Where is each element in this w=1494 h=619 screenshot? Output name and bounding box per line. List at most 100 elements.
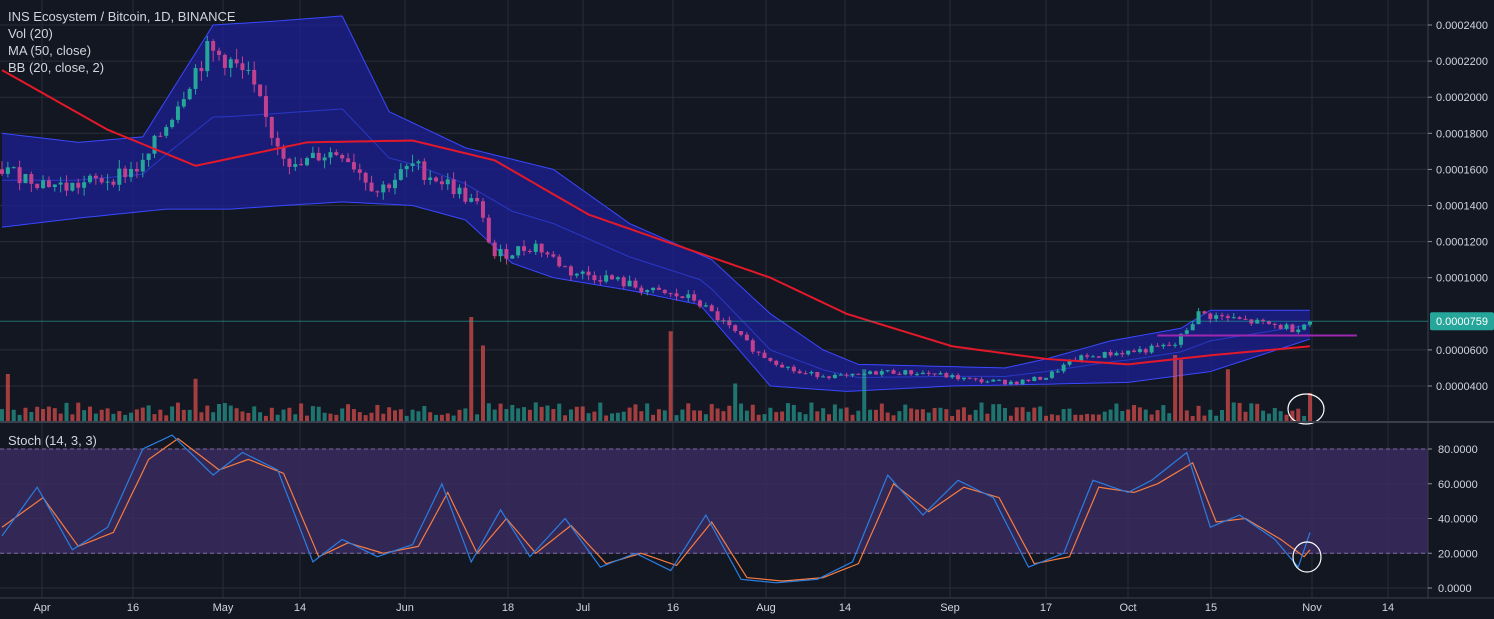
volume-bar [1284,414,1289,422]
candle-body [58,182,63,185]
volume-bar [1208,409,1213,422]
indicator-bb[interactable]: BB (20, close, 2) [8,60,105,75]
time-axis[interactable]: Apr 16 May 14 Jun 18 Jul 16 Aug 14 Sep 17 Oct 15 Nov 14 [33,602,1394,614]
candle-body [574,273,579,276]
volume-bar [1249,403,1254,422]
volume-bar [322,412,327,422]
candle-body [381,184,386,193]
candle-body [1090,356,1095,358]
candle-body [1026,379,1031,381]
candle-body [305,158,310,166]
volume-bar [1085,413,1090,422]
volume-bar [1038,406,1043,422]
candle-body [87,175,92,183]
volume-bar [791,404,796,422]
candle-body [809,371,814,374]
candle-body [533,243,538,252]
candle-body [1020,379,1025,385]
volume-bar [5,374,10,422]
volume-bar [821,408,826,422]
candle-body [1002,379,1007,385]
candle-body [1085,355,1090,357]
volume-bar [967,414,972,422]
volume-bar [1020,407,1025,422]
candle-body [1202,311,1207,314]
volume-bar [973,409,978,422]
candle-body [1061,364,1066,372]
candle-body [152,135,157,154]
volume-bar [246,412,251,422]
stoch-tick-label: 60.0000 [1438,479,1478,491]
last-price-label: 0.0000759 [1436,316,1488,328]
candle-body [950,375,955,378]
volume-bar [158,409,163,422]
candle-body [973,378,978,380]
volume-bar [117,411,122,422]
volume-bar [1044,415,1049,422]
volume-bar [709,404,714,422]
indicator-ma[interactable]: MA (50, close) [8,43,92,58]
indicator-stoch[interactable]: Stoch (14, 3, 3) [8,433,97,448]
volume-bar [1161,405,1166,422]
candle-body [568,266,573,276]
volume-bar [492,409,497,422]
volume-bar [809,402,814,422]
bb-basis-line [2,108,1311,379]
candle-body [586,271,591,276]
candle-body [563,266,568,268]
volume-bar [715,408,720,422]
candle-body [827,376,832,379]
candle-body [334,152,339,155]
candle-body [1161,344,1166,347]
candle-body [1173,344,1178,346]
symbol-title[interactable]: INS Ecosystem / Bitcoin, 1D, BINANCE [8,9,236,24]
candle-body [340,154,345,159]
indicator-volume[interactable]: Vol (20) [8,26,53,41]
candle-body [1055,371,1060,373]
candle-body [897,373,902,375]
candle-body [979,379,984,383]
candle-body [1184,330,1189,334]
pane-dividers [0,0,1494,599]
volume-bar [181,409,186,422]
candle-body [1014,381,1019,385]
candle-body [1079,355,1084,361]
volume-bar [516,408,521,422]
volume-bar [979,402,984,422]
moving-average-line [1,69,1311,366]
volume-bar [774,412,779,422]
volume-bar [621,411,626,422]
volume-bar [29,412,34,422]
time-tick-label: 16 [667,602,679,614]
time-tick-label: Jun [396,602,414,614]
candle-body [944,373,949,378]
candle-body [486,217,491,243]
candle-body [709,305,714,312]
candle-body [762,352,767,358]
volume-bar [1278,411,1283,422]
candle-body [1308,321,1312,325]
candle-body [76,182,81,188]
volume-bar [70,414,75,422]
candle-body [909,370,914,375]
price-axis[interactable]: 0.0000400 0.0000600 0.0001000 0.0001200 0.00… [1428,20,1488,595]
volume-bar [310,406,315,422]
candle-body [522,246,527,251]
candle-body [492,242,497,257]
volume-bar [480,345,485,422]
candle-body [217,50,222,55]
time-tick-label: 14 [839,602,851,614]
candle-body [416,161,421,164]
volume-bar [299,403,304,422]
candle-body [932,373,937,375]
volume-bar [838,408,843,422]
time-tick-label: 14 [1382,602,1394,614]
candle-body [199,68,204,72]
candle-body [35,183,40,189]
candle-body [1149,345,1154,353]
volume-bar [932,408,937,422]
candle-body [592,275,597,281]
volume-bar [134,409,139,422]
volume-bar [293,414,298,422]
